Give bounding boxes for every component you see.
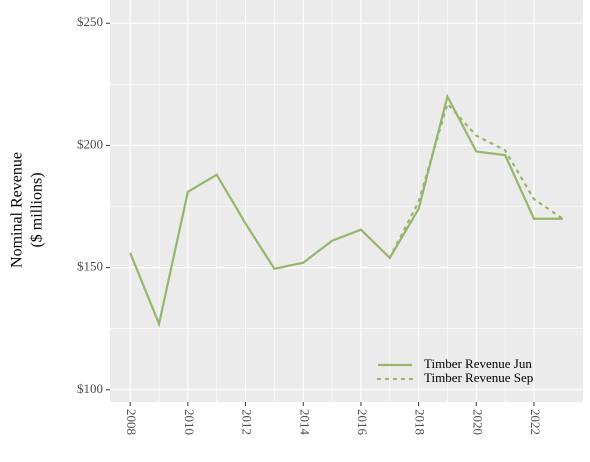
- y-axis-title: ($ millions): [29, 172, 46, 247]
- x-tick-label: 2022: [528, 409, 543, 435]
- x-tick-label: 2014: [297, 409, 312, 436]
- x-tick-label: 2012: [240, 409, 255, 435]
- y-tick-label: $150: [77, 259, 103, 274]
- x-tick-label: 2018: [413, 409, 428, 435]
- x-tick-label: 2008: [124, 409, 139, 435]
- x-tick-label: 2010: [182, 409, 197, 435]
- legend-label: Timber Revenue Jun: [424, 356, 532, 371]
- series-line: [129, 93, 563, 328]
- x-tick-label: 2016: [355, 409, 370, 436]
- y-axis-title: Nominal Revenue: [9, 152, 26, 268]
- plot-panel: [110, 0, 583, 402]
- series-line: [388, 101, 564, 259]
- legend-label: Timber Revenue Sep: [424, 370, 533, 385]
- y-tick-label: $250: [77, 14, 103, 29]
- y-tick-label: $100: [77, 381, 103, 396]
- x-tick-label: 2020: [470, 409, 485, 435]
- y-tick-label: $200: [77, 136, 103, 151]
